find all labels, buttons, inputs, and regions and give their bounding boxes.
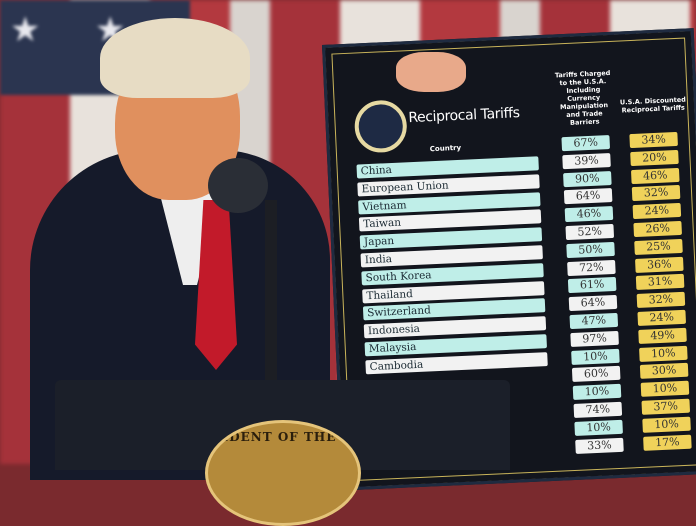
charged-cell: 52% <box>565 223 615 241</box>
discounted-cell: 25% <box>634 238 683 255</box>
charged-cell: 72% <box>567 259 616 276</box>
charged-cell: 10% <box>571 348 620 365</box>
discounted-cell: 36% <box>635 256 684 273</box>
charged-cell: 33% <box>575 437 624 454</box>
discounted-cell: 10% <box>639 345 688 362</box>
person-hair <box>100 18 250 98</box>
charged-cell: 10% <box>574 419 623 436</box>
charged-cell: 60% <box>571 366 621 383</box>
charged-cell: 47% <box>569 312 619 330</box>
discounted-cell: 32% <box>636 291 686 309</box>
header-country: Country <box>429 143 462 154</box>
podium-seal: SIDENT OF THE U <box>205 420 361 526</box>
microphone-stand <box>265 200 277 400</box>
discounted-cell: 24% <box>637 309 687 326</box>
discounted-cell: 26% <box>633 220 682 238</box>
hand <box>396 52 466 92</box>
discounted-cell: 49% <box>638 327 687 344</box>
board-title: Reciprocal Tariffs <box>408 105 520 127</box>
discounted-cell: 10% <box>642 416 691 433</box>
country-row: Cambodia <box>365 351 548 375</box>
discounted-cell: 24% <box>632 203 682 220</box>
discounted-cell: 46% <box>630 167 680 184</box>
charged-cell: 10% <box>572 383 622 401</box>
discounted-cell: 34% <box>629 131 678 149</box>
discounted-cell: 30% <box>639 363 689 380</box>
charged-cell: 97% <box>570 330 619 347</box>
discounted-cell: 10% <box>640 380 690 398</box>
microphone <box>208 158 268 213</box>
discounted-cell: 37% <box>641 398 691 415</box>
header-charged: Tariffs Charged to the U.S.A. Including … <box>554 68 611 127</box>
charged-cell: 46% <box>564 206 614 223</box>
charged-cell: 64% <box>568 295 618 312</box>
red-tie <box>195 200 237 370</box>
discounted-cell: 20% <box>630 149 679 166</box>
charged-cell: 74% <box>573 401 623 418</box>
charged-cell: 67% <box>561 135 611 152</box>
charged-cell: 64% <box>563 188 613 205</box>
seal-text: SIDENT OF THE U <box>212 430 354 444</box>
presidential-seal-icon <box>353 99 408 154</box>
discounted-cell: 31% <box>635 274 685 291</box>
header-discounted: U.S.A. Discounted Reciprocal Tariffs <box>619 95 687 115</box>
star-icon: ★ <box>10 10 41 50</box>
charged-cell: 50% <box>566 241 615 258</box>
charged-cell: 39% <box>562 152 611 169</box>
discounted-cell: 32% <box>631 185 681 202</box>
discounted-cell: 17% <box>643 434 692 451</box>
charged-cell: 90% <box>563 170 612 187</box>
charged-cell: 61% <box>567 277 617 294</box>
